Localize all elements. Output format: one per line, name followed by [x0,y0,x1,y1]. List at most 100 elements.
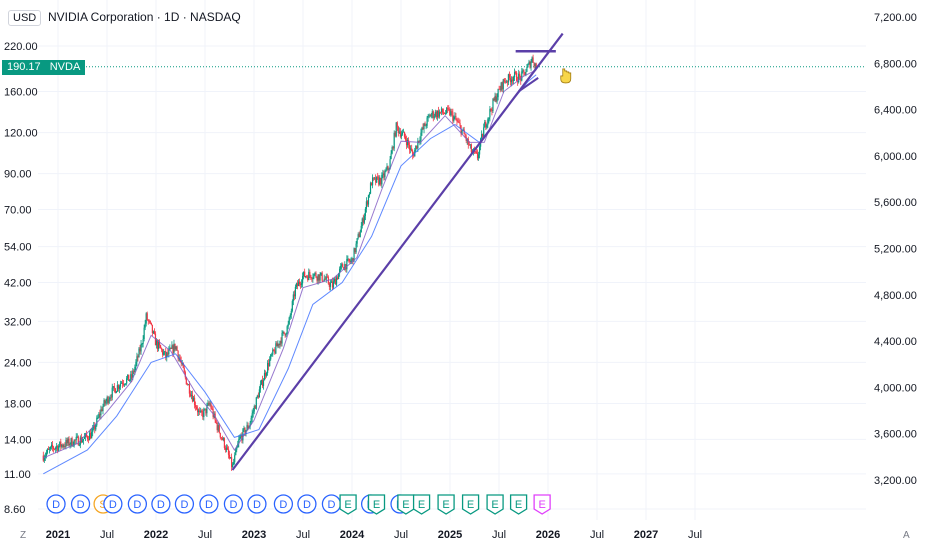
candle-body [485,122,487,128]
candle-body [57,446,59,451]
x-tick-label: 2021 [46,529,70,541]
auto-scale-toggle[interactable]: A [903,530,910,541]
candle-body [126,378,128,384]
candle-body [235,449,237,456]
event-marker-label: D [52,499,60,511]
candle-body [415,145,417,150]
candle-body [259,384,262,390]
event-marker-earnings[interactable]: E [437,494,455,515]
event-marker-dividend[interactable]: D [46,494,66,514]
candle-body [268,363,270,367]
candle-body [362,218,364,223]
candle-body [467,138,469,145]
candle-body [186,384,188,386]
candle-body [183,367,185,373]
candle-body [132,370,134,378]
candle-body [65,440,67,447]
event-marker-dividend[interactable]: D [127,494,148,514]
event-marker-earnings[interactable]: E [397,494,415,515]
timezone-toggle[interactable]: Z [20,530,27,541]
candle-body [64,445,66,447]
chart-title: NVIDIA Corporation · 1D · NASDAQ [48,10,241,24]
candle-body [352,258,354,262]
x-tick-label: Jul [198,529,212,541]
candle-body [176,346,178,351]
candle-body [247,425,249,429]
candle-body [201,410,203,413]
event-marker-shape [174,494,195,514]
event-marker-dividend[interactable]: D [247,494,267,514]
candle-body [285,333,287,336]
y-tick-label: 90.00 [4,169,32,181]
candle-body [106,397,108,402]
candle-body [482,134,484,137]
candle-body [189,393,192,396]
candle-body [410,148,412,150]
candle-body [227,449,230,455]
event-marker-earnings[interactable]: E [486,494,504,515]
event-marker-shape [151,494,171,514]
y-tick-label: 24.00 [4,357,32,369]
currency-label[interactable]: USD [8,10,42,26]
event-marker-dividend[interactable]: D [297,494,317,514]
y-tick-label: 8.60 [4,504,25,516]
event-marker-earnings[interactable]: E [339,494,357,515]
event-marker-dividend[interactable]: D [151,494,171,514]
candle-body [144,323,146,328]
candle-body [66,440,68,444]
candle-body [146,313,148,320]
candle-body [207,403,209,406]
y-tick-label: 11.00 [4,469,31,481]
y2-tick-label: 5,200.00 [874,244,917,256]
y2-tick-label: 7,200.00 [874,12,917,24]
candle-body [527,64,529,68]
event-marker-dividend[interactable]: D [174,494,195,514]
event-marker-earnings[interactable]: E [412,494,431,515]
event-marker-dividend[interactable]: D [321,494,342,514]
candle-body [160,345,162,349]
candle-body [398,131,400,133]
event-marker-dividend[interactable]: D [273,494,294,514]
candle-body [504,81,506,83]
candle-body [162,349,164,355]
candle-body [185,377,187,385]
candle-body [380,178,382,185]
candle-body [258,389,260,398]
event-marker-earnings[interactable]: E [461,494,480,515]
event-marker-label: E [467,499,474,511]
y2-tick-label: 6,000.00 [874,151,917,163]
candle-body [436,110,439,118]
candle-body [490,108,492,111]
event-marker-earnings_future[interactable]: E [533,494,551,515]
candle-body [449,109,451,116]
candle-body [48,448,51,450]
candle-body [307,276,309,281]
event-marker-earnings[interactable]: E [367,494,386,515]
event-marker-dividend[interactable]: D [223,494,244,514]
candle-body [460,125,462,135]
event-marker-earnings[interactable]: E [509,494,528,515]
event-marker-dividend[interactable]: D [199,494,219,514]
candle-body [226,447,229,450]
candle-body [170,348,172,349]
candle-body [47,449,50,450]
candle-body [278,343,280,346]
candle-body [421,127,423,133]
candle-body [246,425,248,431]
candle-body [229,457,232,459]
candle-body [350,260,352,263]
candle-body [393,132,395,149]
candle-body [441,108,444,113]
candle-body [486,125,488,128]
candle-body [450,111,452,116]
event-marker-dividend[interactable]: D [103,494,123,514]
candle-body [364,208,366,216]
candle-body [171,345,173,349]
candle-body [366,201,369,205]
candle-body [330,281,333,283]
candle-body [177,350,179,359]
candle-body [534,63,536,67]
event-marker-dividend[interactable]: D [70,494,91,514]
candle-body [191,394,194,402]
